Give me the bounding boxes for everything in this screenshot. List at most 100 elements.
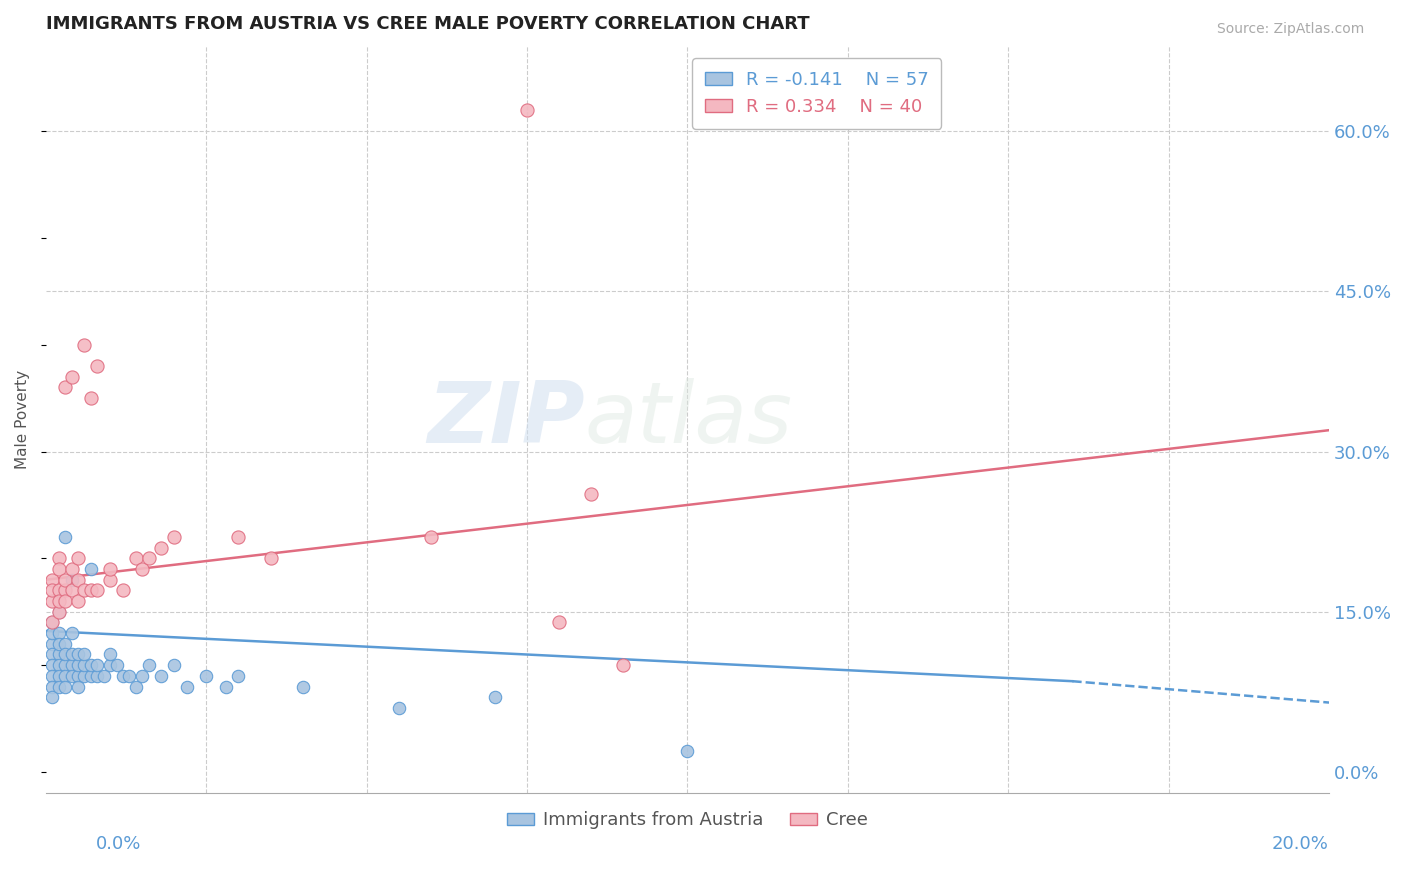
Point [48, 594, 70, 608]
Point [67, 551, 90, 566]
Point [53, 680, 76, 694]
Text: atlas: atlas [585, 378, 793, 461]
Point [259, 551, 281, 566]
Point [125, 680, 148, 694]
Point [484, 690, 506, 705]
Point [131, 562, 153, 576]
Point [41, 615, 63, 630]
Point [53, 380, 76, 394]
Point [41, 573, 63, 587]
Point [48, 605, 70, 619]
Point [41, 680, 63, 694]
Point [98, 573, 121, 587]
Point [138, 658, 160, 673]
Point [73, 648, 96, 662]
Legend: Immigrants from Austria, Cree: Immigrants from Austria, Cree [499, 805, 876, 837]
Text: 0.0%: 0.0% [96, 835, 141, 853]
Point [48, 658, 70, 673]
Point [163, 658, 186, 673]
Point [67, 658, 90, 673]
Point [67, 669, 90, 683]
Point [138, 551, 160, 566]
Point [105, 658, 128, 673]
Point [53, 658, 76, 673]
Point [41, 658, 63, 673]
Point [60, 658, 83, 673]
Point [60, 626, 83, 640]
Point [150, 669, 173, 683]
Y-axis label: Male Poverty: Male Poverty [15, 370, 30, 469]
Point [73, 337, 96, 351]
Point [80, 658, 103, 673]
Point [48, 626, 70, 640]
Text: Source: ZipAtlas.com: Source: ZipAtlas.com [1216, 22, 1364, 37]
Point [80, 669, 103, 683]
Text: 20.0%: 20.0% [1272, 835, 1329, 853]
Point [125, 551, 148, 566]
Point [53, 637, 76, 651]
Point [60, 369, 83, 384]
Point [86, 359, 108, 373]
Point [73, 669, 96, 683]
Point [67, 648, 90, 662]
Point [48, 551, 70, 566]
Point [581, 487, 603, 501]
Point [60, 562, 83, 576]
Point [48, 637, 70, 651]
Point [60, 669, 83, 683]
Point [48, 605, 70, 619]
Point [516, 103, 538, 117]
Point [41, 583, 63, 598]
Point [41, 594, 63, 608]
Point [676, 744, 699, 758]
Point [388, 701, 411, 715]
Point [195, 669, 218, 683]
Point [80, 391, 103, 405]
Point [118, 669, 141, 683]
Point [41, 669, 63, 683]
Point [53, 669, 76, 683]
Point [53, 583, 76, 598]
Point [228, 669, 250, 683]
Point [73, 658, 96, 673]
Point [41, 626, 63, 640]
Point [86, 658, 108, 673]
Point [53, 573, 76, 587]
Point [48, 680, 70, 694]
Point [419, 530, 441, 544]
Point [98, 648, 121, 662]
Point [60, 648, 83, 662]
Point [214, 680, 236, 694]
Point [612, 658, 634, 673]
Point [53, 530, 76, 544]
Point [48, 583, 70, 598]
Point [111, 583, 134, 598]
Point [228, 530, 250, 544]
Point [67, 573, 90, 587]
Point [291, 680, 314, 694]
Text: ZIP: ZIP [427, 378, 585, 461]
Point [150, 541, 173, 555]
Point [67, 594, 90, 608]
Point [93, 669, 115, 683]
Point [41, 690, 63, 705]
Point [67, 680, 90, 694]
Point [176, 680, 198, 694]
Point [163, 530, 186, 544]
Point [48, 648, 70, 662]
Point [98, 562, 121, 576]
Point [41, 615, 63, 630]
Text: IMMIGRANTS FROM AUSTRIA VS CREE MALE POVERTY CORRELATION CHART: IMMIGRANTS FROM AUSTRIA VS CREE MALE POV… [46, 15, 810, 33]
Point [53, 594, 76, 608]
Point [80, 562, 103, 576]
Point [548, 615, 571, 630]
Point [48, 669, 70, 683]
Point [80, 583, 103, 598]
Point [86, 669, 108, 683]
Point [98, 658, 121, 673]
Point [86, 583, 108, 598]
Point [53, 648, 76, 662]
Point [73, 583, 96, 598]
Point [48, 562, 70, 576]
Point [131, 669, 153, 683]
